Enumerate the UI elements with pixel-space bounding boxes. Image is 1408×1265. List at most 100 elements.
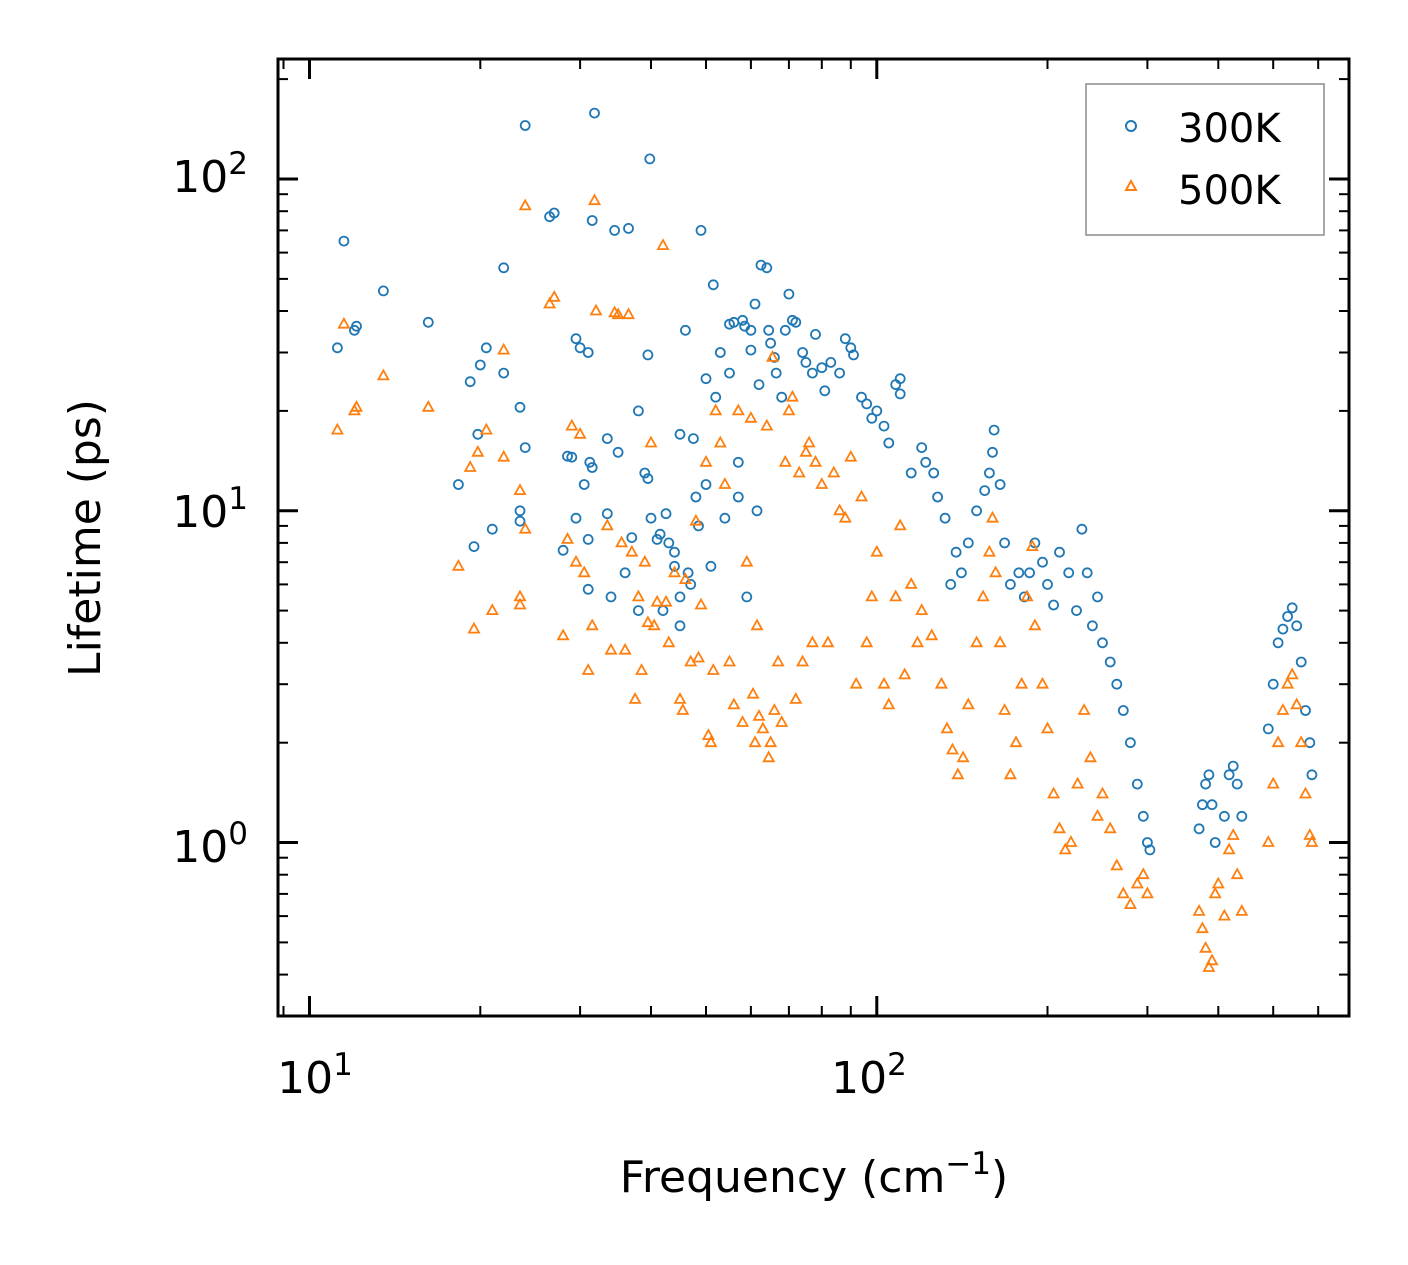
point-500k-167 — [1285, 667, 1299, 680]
point-500k-31 — [600, 518, 614, 531]
point-300k-111 — [861, 398, 873, 410]
point-500k-34 — [611, 307, 625, 320]
point-500k-44 — [644, 435, 658, 448]
point-300k-5 — [422, 316, 434, 328]
point-300k-151 — [1097, 637, 1108, 649]
point-500k-36 — [618, 642, 632, 655]
point-300k-36 — [601, 433, 613, 445]
point-300k-121 — [920, 456, 932, 468]
point-500k-147 — [1130, 876, 1144, 889]
point-300k-176 — [1286, 602, 1298, 614]
point-500k-154 — [1205, 953, 1219, 966]
point-300k-44 — [633, 405, 644, 417]
point-300k-168 — [1227, 760, 1239, 772]
point-300k-43 — [626, 532, 638, 543]
point-500k-40 — [631, 589, 645, 602]
point-300k-7 — [464, 376, 476, 388]
x-tick-label-10: 101 — [277, 1047, 353, 1104]
point-300k-123 — [932, 491, 943, 503]
point-500k-71 — [746, 686, 760, 699]
point-500k-157 — [1217, 908, 1231, 921]
point-300k-177 — [1291, 620, 1303, 632]
point-300k-142 — [1042, 579, 1053, 590]
point-300k-152 — [1104, 656, 1116, 668]
point-500k-165 — [1276, 703, 1290, 715]
point-500k-101 — [860, 635, 874, 648]
point-500k-116 — [951, 767, 965, 780]
point-300k-160 — [1193, 823, 1205, 835]
point-500k-24 — [569, 554, 583, 567]
point-500k-4 — [376, 368, 390, 381]
point-500k-113 — [934, 676, 948, 689]
point-300k-95 — [779, 324, 791, 336]
point-300k-37 — [601, 508, 613, 520]
point-500k-123 — [989, 565, 1003, 578]
point-300k-78 — [732, 456, 744, 468]
point-500k-126 — [1003, 767, 1017, 780]
point-300k-59 — [674, 428, 686, 440]
point-300k-98 — [790, 316, 802, 328]
point-300k-104 — [819, 385, 831, 397]
point-500k-81 — [771, 654, 785, 667]
point-300k-164 — [1206, 799, 1218, 811]
point-500k-46 — [650, 594, 664, 607]
point-500k-59 — [701, 728, 715, 740]
point-500k-78 — [764, 735, 778, 748]
point-500k-161 — [1235, 904, 1249, 916]
point-300k-76 — [724, 367, 735, 379]
point-500k-158 — [1222, 842, 1236, 855]
point-500k-168 — [1290, 697, 1304, 710]
point-300k-27 — [574, 342, 586, 354]
point-500k-21 — [556, 628, 570, 641]
point-500k-127 — [1009, 735, 1023, 748]
point-500k-89 — [799, 444, 813, 457]
point-500k-107 — [893, 518, 907, 531]
point-300k-162 — [1200, 778, 1211, 790]
point-300k-88 — [755, 259, 767, 271]
point-300k-13 — [498, 367, 510, 379]
point-500k-27 — [581, 663, 595, 675]
point-500k-41 — [635, 663, 649, 675]
point-500k-110 — [910, 635, 925, 648]
point-300k-147 — [1076, 523, 1088, 535]
point-500k-86 — [789, 692, 803, 704]
point-500k-30 — [589, 303, 603, 316]
point-300k-137 — [1013, 567, 1025, 579]
point-500k-75 — [756, 721, 770, 734]
point-300k-4 — [377, 285, 389, 297]
point-300k-150 — [1092, 591, 1103, 603]
point-500k-76 — [760, 418, 774, 431]
point-500k-97 — [838, 510, 852, 523]
point-500k-63 — [713, 435, 727, 448]
legend-frame — [1085, 83, 1325, 236]
point-500k-57 — [694, 597, 708, 610]
point-500k-155 — [1208, 886, 1222, 899]
point-300k-34 — [586, 215, 598, 226]
point-300k-87 — [753, 379, 765, 391]
y-tick-label-1: 100 — [172, 816, 248, 873]
point-300k-12 — [486, 523, 498, 535]
series-500k — [330, 193, 1319, 972]
point-500k-151 — [1195, 921, 1209, 934]
point-500k-90 — [802, 435, 816, 448]
point-500k-5 — [421, 399, 435, 412]
point-300k-138 — [1018, 591, 1030, 603]
point-300k-136 — [1005, 579, 1016, 590]
point-500k-160 — [1230, 867, 1244, 880]
point-300k-25 — [570, 512, 582, 524]
point-300k-35 — [589, 107, 600, 119]
point-500k-49 — [662, 635, 676, 648]
point-500k-52 — [676, 703, 690, 715]
point-500k-50 — [667, 565, 682, 578]
point-500k-172 — [1305, 835, 1319, 847]
point-300k-131 — [984, 467, 995, 479]
point-500k-105 — [882, 697, 896, 710]
point-300k-100 — [800, 356, 812, 368]
point-500k-114 — [940, 721, 954, 734]
point-300k-17 — [514, 515, 526, 527]
point-500k-135 — [1052, 821, 1067, 834]
point-300k-10 — [474, 359, 486, 371]
legend-label-300k: 300K — [1178, 106, 1282, 152]
y-tick-label-10: 101 — [172, 481, 248, 538]
point-300k-45 — [633, 605, 644, 616]
